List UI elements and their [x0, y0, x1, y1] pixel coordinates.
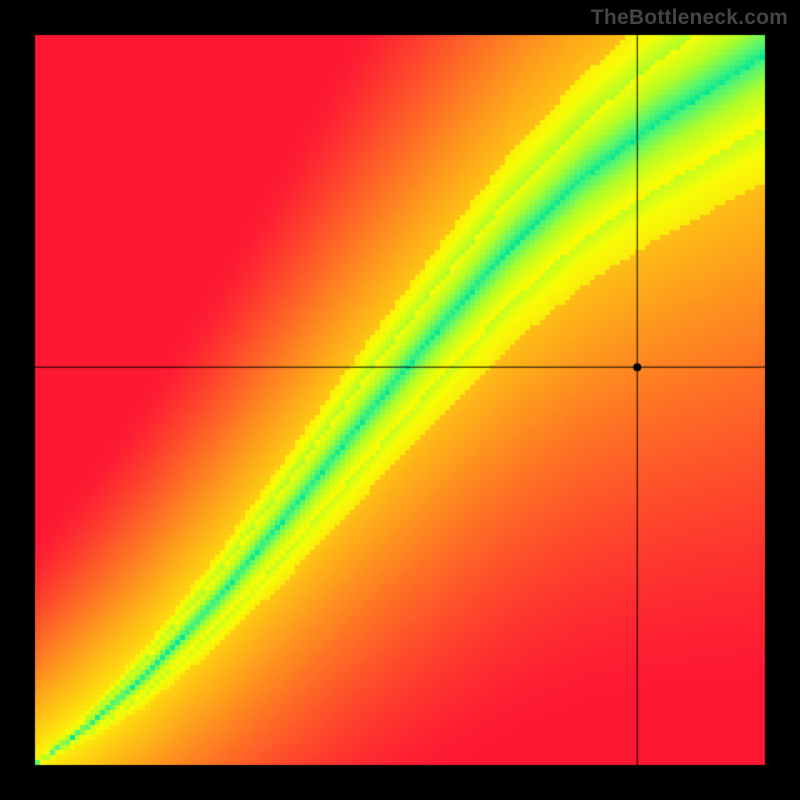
heatmap-canvas	[0, 0, 800, 800]
chart-container: TheBottleneck.com	[0, 0, 800, 800]
watermark-text: TheBottleneck.com	[591, 6, 788, 30]
